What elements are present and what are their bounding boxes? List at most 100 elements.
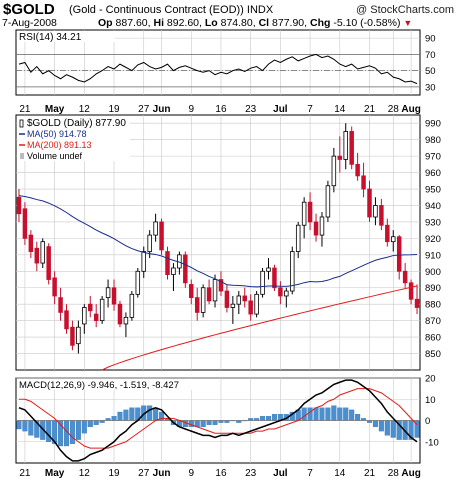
legend-entry-ma200: MA(200) 891.13: [27, 140, 92, 150]
price-y-tick-890: 890: [425, 283, 441, 294]
candle-body-48: [301, 201, 307, 226]
candle-body-55: [343, 131, 348, 160]
candle-body-63: [391, 236, 396, 243]
macd-histogram-bar-49: [307, 407, 313, 421]
candle-body-34: [218, 279, 224, 292]
x-tick-label-lower-8: 23: [245, 468, 257, 479]
x-tick-label-upper-9: Jul: [273, 104, 288, 115]
macd-histogram-bar-56: [349, 409, 355, 421]
x-tick-label-upper-1: May: [45, 104, 65, 115]
candle-body-56: [349, 131, 354, 165]
candle-body-29: [189, 284, 194, 299]
candle-body-40: [254, 293, 259, 315]
macd-line: [18, 379, 418, 462]
macd-histogram-bar-57: [355, 413, 361, 421]
candle-body-22: [147, 234, 152, 252]
candle-body-30: [194, 297, 200, 313]
macd-histogram-bar-62: [384, 420, 390, 436]
candle-body-47: [295, 224, 301, 252]
x-tick-label-lower-0: 21: [19, 468, 31, 479]
candle-body-60: [373, 205, 378, 218]
x-tick-label-lower-10: 7: [307, 468, 313, 479]
candle-body-1: [22, 208, 28, 239]
candle-body-4: [40, 241, 45, 264]
x-tick-label-lower-14: Aug: [401, 468, 420, 479]
candle-body-67: [414, 298, 420, 308]
rsi-title: RSI(14) 34.21: [19, 32, 82, 43]
macd-histogram-bar-17: [117, 411, 123, 421]
low-label: Lo: [204, 17, 218, 29]
rsi-title-bg: [17, 31, 115, 42]
price-y-tick-990: 990: [425, 119, 441, 130]
macd-histogram-bar-12: [87, 420, 93, 428]
x-tick-label-upper-3: 19: [108, 104, 120, 115]
candle-body-66: [408, 282, 414, 300]
ma50-line: [18, 195, 418, 288]
candle-body-23: [153, 221, 158, 236]
candle-body-8: [64, 310, 69, 330]
candle-body-45: [284, 290, 289, 297]
price-y-tick-850: 850: [425, 349, 441, 360]
macd-histogram-bar-48: [301, 407, 307, 421]
candle-body-10: [76, 326, 81, 345]
macd-signal-line: [18, 388, 418, 449]
price-y-tick-870: 870: [425, 316, 441, 327]
x-tick-label-upper-10: 7: [307, 104, 313, 115]
candle-body-58: [361, 175, 366, 190]
macd-histogram-bar-22: [147, 405, 153, 421]
macd-histogram-bar-0: [16, 420, 22, 430]
macd-histogram-bar-60: [372, 420, 378, 428]
rsi-y-tick-30: 30: [425, 82, 436, 93]
price-y-tick-940: 940: [425, 201, 441, 212]
macd-histogram-bar-63: [390, 420, 396, 438]
candle-body-64: [396, 236, 402, 272]
candle-body-5: [46, 246, 51, 280]
candle-body-12: [88, 303, 93, 312]
legend-swatch-volume: [20, 153, 24, 159]
candle-body-57: [355, 163, 360, 177]
candle-body-26: [171, 267, 176, 275]
candle-body-51: [319, 216, 325, 236]
candle-body-42: [266, 267, 271, 272]
x-tick-label-upper-7: 16: [215, 104, 227, 115]
x-tick-label-lower-9: Jul: [273, 468, 288, 479]
macd-y-tick-20: 20: [425, 374, 436, 385]
macd-y-tick-10: 10: [425, 395, 436, 406]
macd-histogram-bar-33: [212, 420, 218, 425]
macd-histogram-bar-61: [378, 420, 384, 432]
candle-body-37: [236, 295, 242, 305]
chart-header: $GOLD (Gold - Continuous Contract (EOD))…: [0, 0, 460, 30]
legend-entry-ma50: MA(50) 914.78: [27, 129, 87, 139]
x-tick-label-upper-2: 12: [79, 104, 91, 115]
x-tick-label-upper-5: Jun: [153, 104, 171, 115]
candle-body-7: [58, 297, 63, 313]
macd-histogram-bar-11: [81, 420, 87, 434]
candle-body-52: [325, 185, 331, 218]
candle-body-43: [272, 267, 277, 289]
symbol-label: $GOLD: [3, 1, 55, 18]
close-value: 877.90: [272, 17, 305, 29]
candle-body-61: [379, 205, 384, 226]
price-y-tick-920: 920: [425, 234, 441, 245]
x-tick-label-upper-13: 28: [388, 104, 400, 115]
price-y-tick-900: 900: [425, 267, 441, 278]
macd-histogram-bar-5: [46, 420, 52, 442]
candle-body-11: [82, 307, 87, 325]
macd-histogram-bar-42: [265, 416, 272, 421]
x-tick-label-upper-12: 21: [364, 104, 376, 115]
x-tick-label-upper-14: Aug: [401, 104, 420, 115]
candle-body-54: [337, 155, 343, 160]
price-legend-bg: [18, 117, 130, 161]
candle-body-15: [105, 287, 111, 299]
stockcharts-watermark: @ StockCharts.com: [356, 4, 454, 16]
rsi-y-tick-50: 50: [425, 66, 436, 77]
macd-histogram-bar-55: [343, 407, 349, 421]
candle-body-50: [313, 221, 319, 236]
high-value: 892.60: [166, 17, 200, 29]
x-tick-label-upper-6: 9: [188, 104, 194, 115]
x-tick-label-lower-3: 19: [108, 468, 120, 479]
candle-body-20: [135, 270, 141, 295]
down-arrow-icon: ▼: [403, 18, 413, 28]
price-y-tick-970: 970: [425, 152, 441, 163]
rsi-y-tick-90: 90: [425, 34, 436, 45]
